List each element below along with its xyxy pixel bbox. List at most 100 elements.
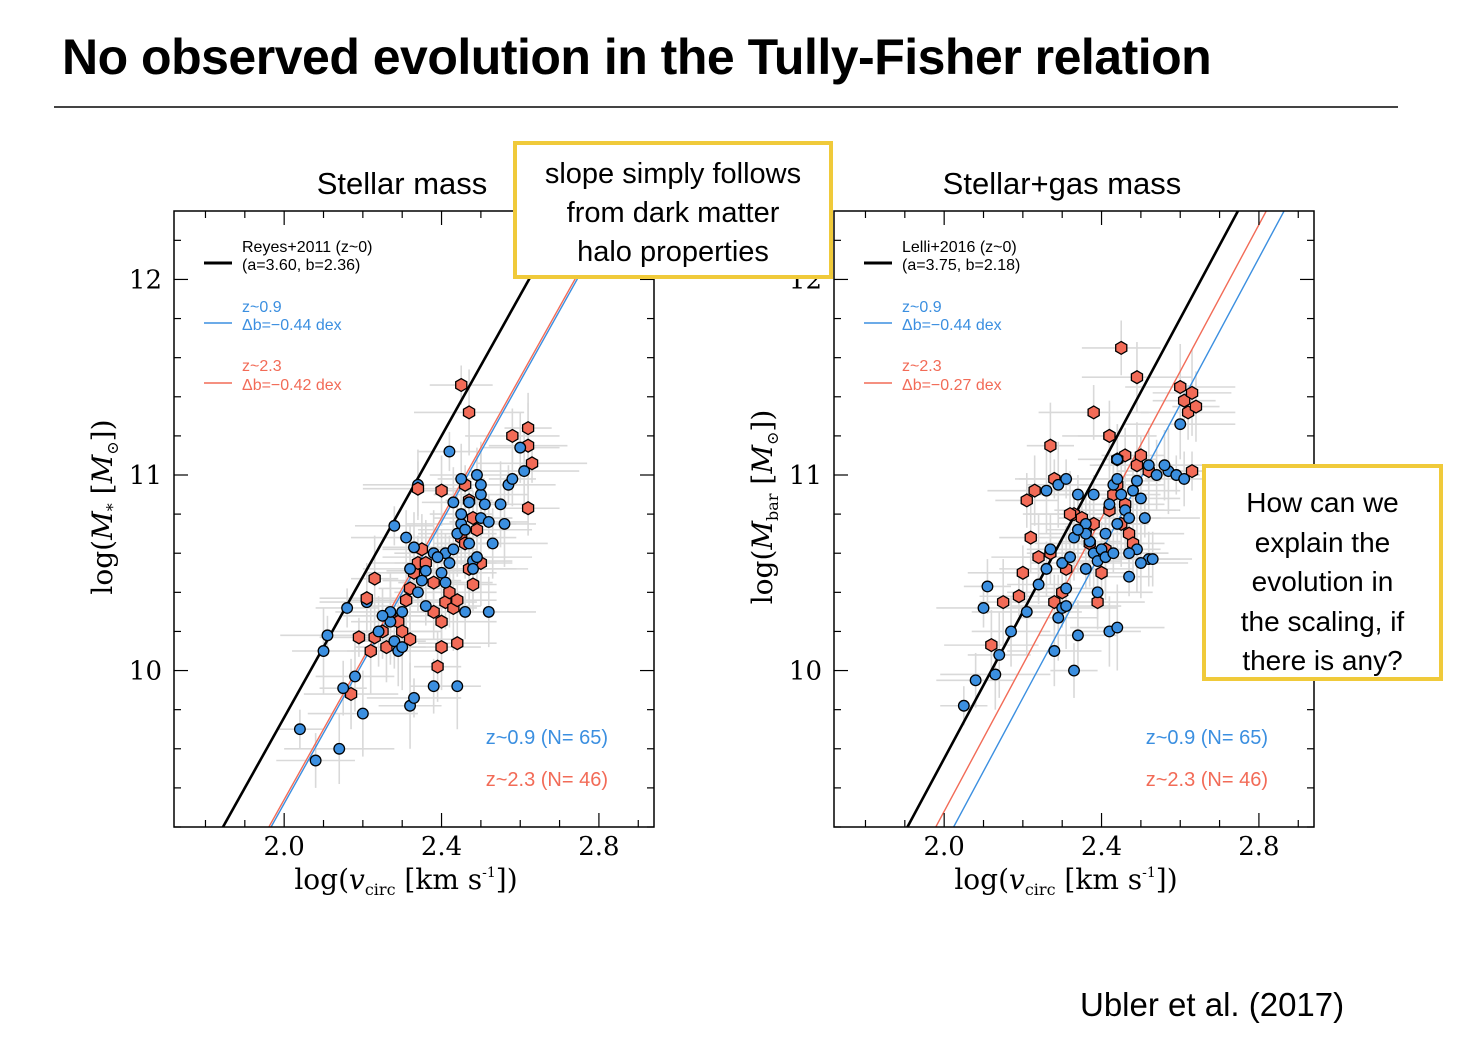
point-z09 bbox=[376, 609, 389, 622]
point-z09 bbox=[1060, 582, 1073, 595]
point-z09 bbox=[1068, 664, 1080, 677]
count-z23: z~2.3 (N= 46) bbox=[1146, 769, 1268, 791]
y-label-part: M bbox=[746, 444, 779, 475]
point-z09 bbox=[486, 537, 499, 550]
callout-line: slope simply follows bbox=[544, 158, 802, 190]
point-z09 bbox=[1103, 498, 1116, 511]
y-tick-label: 11 bbox=[789, 461, 822, 491]
x-tick-label: 2.4 bbox=[1081, 832, 1122, 862]
count-z23: z~2.3 (N= 46) bbox=[486, 769, 608, 791]
point-z23 bbox=[1185, 385, 1199, 401]
point-z09 bbox=[1020, 605, 1033, 618]
point-z09 bbox=[977, 602, 990, 614]
point-z09 bbox=[443, 557, 456, 569]
point-z23 bbox=[1174, 379, 1187, 395]
point-z23 bbox=[352, 630, 366, 645]
point-z23 bbox=[525, 456, 539, 471]
point-z09 bbox=[981, 580, 994, 593]
point-z23 bbox=[1185, 463, 1199, 479]
point-z09 bbox=[1056, 557, 1069, 569]
point-z09 bbox=[459, 605, 472, 618]
point-z09 bbox=[471, 469, 483, 481]
legend-z23-offset: Δb=−0.42 dex bbox=[242, 377, 342, 394]
chart-title: Stellar+gas mass bbox=[943, 166, 1182, 201]
point-z09 bbox=[478, 498, 491, 511]
point-z23 bbox=[427, 575, 440, 590]
y-tick-label: 10 bbox=[129, 657, 162, 687]
legend-local-label: Reyes+2011 (z~0) bbox=[242, 239, 372, 256]
y-label-part: log( bbox=[86, 540, 119, 595]
point-z09 bbox=[1064, 551, 1077, 564]
point-z23 bbox=[396, 624, 409, 639]
point-z23 bbox=[443, 585, 456, 600]
y-label-part: [ bbox=[86, 483, 119, 503]
callout-line: from dark matter bbox=[566, 197, 780, 229]
point-z09 bbox=[463, 537, 476, 550]
chart-stellar-mass: Stellar mass 2.0 2.4 2.8 10 11 12 log(vcirc [km… bbox=[0, 150, 655, 910]
callout-line: explain the bbox=[1254, 526, 1391, 558]
point-z09 bbox=[1032, 578, 1045, 591]
point-z09 bbox=[1131, 474, 1143, 487]
point-z09 bbox=[482, 605, 495, 618]
point-z23 bbox=[435, 483, 448, 498]
point-z23 bbox=[1130, 458, 1144, 473]
point-z09 bbox=[1044, 543, 1057, 556]
legend-z09-label: z~0.9 bbox=[902, 299, 942, 316]
point-z09 bbox=[309, 754, 322, 767]
y-label-part: ⊙ bbox=[103, 441, 122, 454]
point-z09 bbox=[1142, 459, 1155, 472]
x-label-part: -1 bbox=[482, 865, 496, 881]
callout-line: the scaling, if bbox=[1240, 605, 1405, 637]
point-z09 bbox=[1079, 562, 1092, 575]
point-z09 bbox=[1091, 586, 1104, 599]
point-z09 bbox=[1005, 625, 1017, 638]
x-tick-label: 2.8 bbox=[578, 832, 619, 862]
legend-local-label: Lelli+2016 (z~0) bbox=[902, 239, 1017, 256]
y-label-part: ]) bbox=[746, 410, 779, 432]
point-z09 bbox=[431, 551, 444, 564]
legend-z23-label: z~2.3 bbox=[902, 358, 942, 375]
point-z09 bbox=[443, 445, 456, 458]
point-z09 bbox=[474, 478, 487, 491]
point-z23 bbox=[364, 643, 377, 659]
point-z23 bbox=[1016, 565, 1030, 580]
point-z09 bbox=[1123, 547, 1136, 560]
x-label-part: ]) bbox=[1156, 863, 1178, 896]
point-z09 bbox=[1115, 488, 1128, 501]
callout-evolution-question: How can we explain the evolution in the … bbox=[1202, 464, 1443, 681]
point-z09 bbox=[439, 576, 452, 589]
point-z23 bbox=[435, 639, 448, 655]
point-z09 bbox=[1158, 459, 1171, 472]
point-z23 bbox=[1095, 565, 1108, 580]
chart-stellar-gas-mass: Stellar+gas mass 2.0 2.4 2.8 10 11 12 log(vcirc… bbox=[660, 150, 1315, 910]
point-z09 bbox=[341, 602, 354, 614]
x-label-part: v bbox=[349, 863, 365, 896]
point-z23 bbox=[368, 571, 381, 586]
point-z09 bbox=[993, 648, 1006, 661]
point-z09 bbox=[321, 629, 334, 642]
y-axis-label: log(Mbar [M⊙]) bbox=[746, 410, 782, 605]
x-label-part: -1 bbox=[1142, 865, 1156, 881]
point-z09 bbox=[408, 691, 420, 704]
slide-title: No observed evolution in the Tully-Fishe… bbox=[62, 29, 1212, 85]
x-label-part: v bbox=[1009, 863, 1025, 896]
point-z23 bbox=[985, 637, 998, 653]
point-z09 bbox=[411, 586, 424, 599]
data-points bbox=[957, 340, 1203, 712]
point-z09 bbox=[455, 472, 468, 485]
point-z09 bbox=[447, 543, 460, 556]
point-z09 bbox=[494, 498, 507, 511]
x-label-part: circ bbox=[1025, 880, 1056, 899]
point-z09 bbox=[415, 574, 428, 587]
point-z09 bbox=[1071, 629, 1084, 642]
point-z09 bbox=[1040, 562, 1053, 575]
x-label-part: [km s bbox=[1056, 863, 1143, 896]
point-z23 bbox=[1044, 438, 1057, 453]
point-z09 bbox=[451, 680, 464, 693]
point-z09 bbox=[471, 551, 483, 564]
point-z09 bbox=[1060, 600, 1073, 612]
point-z09 bbox=[1111, 621, 1124, 634]
x-label-part: circ bbox=[365, 880, 396, 899]
point-z09 bbox=[518, 465, 531, 478]
point-z09 bbox=[1111, 453, 1124, 466]
